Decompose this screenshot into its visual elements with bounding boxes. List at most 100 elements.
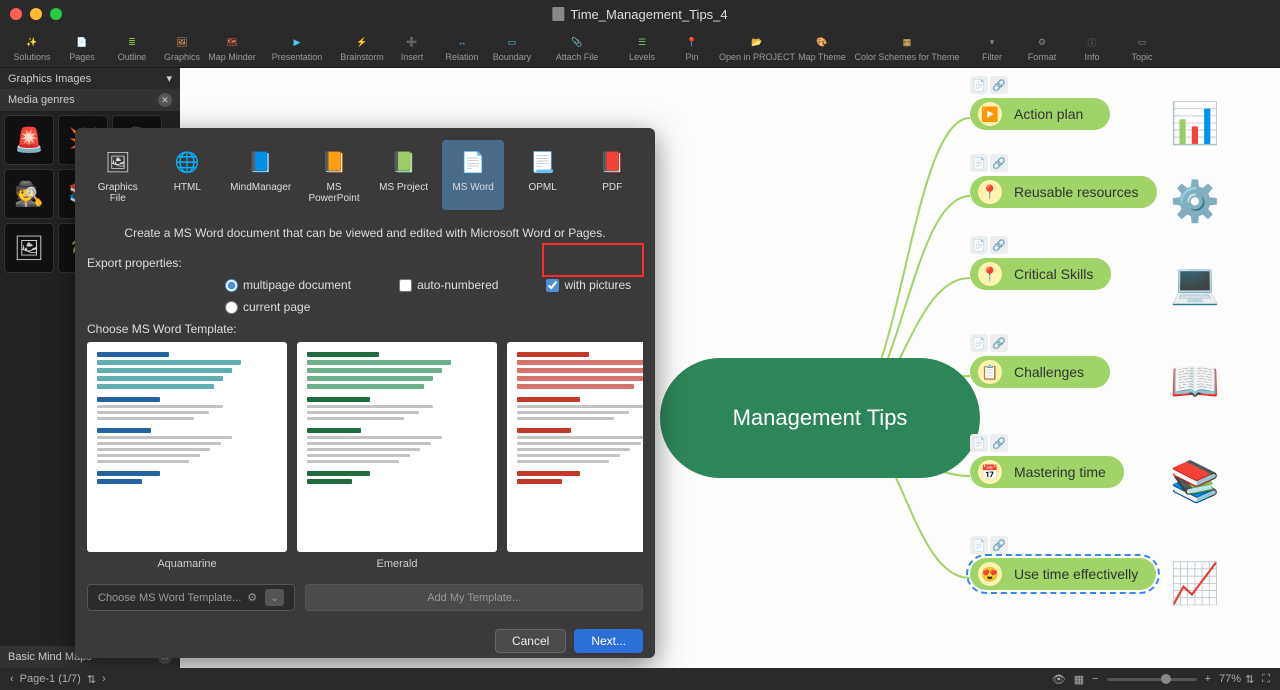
template-name: Aquamarine	[157, 552, 216, 576]
note-icon[interactable]: 📄	[970, 76, 988, 94]
toolbar-graphics[interactable]: 🖼Graphics	[158, 29, 206, 67]
next-page-button[interactable]: ›	[102, 673, 106, 685]
toolbar-open-in-project[interactable]: 📂Open in PROJECT	[718, 29, 796, 67]
toolbar-filter[interactable]: ▾Filter	[968, 29, 1016, 67]
with-pictures-label: with pictures	[564, 278, 631, 292]
multipage-label: multipage document	[243, 278, 351, 292]
titlebar: Time_Management_Tips_4	[0, 0, 1280, 28]
zoom-out-button[interactable]: −	[1092, 673, 1098, 685]
format-ms-word[interactable]: 📄MS Word	[442, 140, 504, 210]
toolbar-brainstorm[interactable]: ⚡Brainstorm	[338, 29, 386, 67]
zoom-in-button[interactable]: +	[1205, 673, 1211, 685]
branch-label: Critical Skills	[1014, 266, 1093, 282]
toolbar-boundary[interactable]: ▭Boundary	[488, 29, 536, 67]
toolbar-label: Outline	[118, 52, 147, 62]
link-icon[interactable]: 🔗	[990, 76, 1008, 94]
format-mindmanager[interactable]: 📘MindManager	[226, 140, 295, 210]
toolbar-map-minder[interactable]: 🗺Map Minder	[208, 29, 256, 67]
branch-node-use-time-effectivelly[interactable]: 📄🔗😍Use time effectivelly	[970, 558, 1156, 590]
toolbar-label: Solutions	[13, 52, 50, 62]
template-card[interactable]: Emerald	[297, 342, 497, 576]
current-page-label: current page	[243, 300, 310, 314]
toolbar-map-theme[interactable]: 🎨Map Theme	[798, 29, 846, 67]
pin-icon: 📍	[683, 33, 701, 51]
close-window-button[interactable]	[10, 8, 22, 20]
format-icon: 📃	[527, 146, 559, 178]
toolbar-color-schemes-for-theme[interactable]: ▦Color Schemes for Theme	[848, 29, 966, 67]
zoom-window-button[interactable]	[50, 8, 62, 20]
branch-label: Use time effectivelly	[1014, 566, 1138, 582]
note-icon[interactable]: 📄	[970, 154, 988, 172]
clipart-item[interactable]: 🖼	[4, 223, 54, 273]
fit-page-button[interactable]: ⛶	[1262, 673, 1270, 686]
cancel-button[interactable]: Cancel	[495, 629, 566, 653]
clipart-item[interactable]: 🚨	[4, 115, 54, 165]
with-pictures-checkbox[interactable]: with pictures	[546, 278, 631, 292]
toolbar-attach-file[interactable]: 📎Attach File	[538, 29, 616, 67]
zoom-stepper[interactable]: ⇅	[1245, 673, 1254, 686]
graphics-tab[interactable]: Graphics Images ▾	[0, 68, 180, 89]
format-icon: 📘	[245, 146, 277, 178]
link-icon[interactable]: 🔗	[990, 236, 1008, 254]
add-my-template-button[interactable]: Add My Template...	[305, 584, 643, 611]
format-label: HTML	[174, 182, 201, 193]
note-icon[interactable]: 📄	[970, 334, 988, 352]
page-stepper[interactable]: ⇅	[87, 673, 96, 686]
format-icon: ⚙	[1033, 33, 1051, 51]
toolbar-relation[interactable]: ↔Relation	[438, 29, 486, 67]
next-button[interactable]: Next...	[574, 629, 643, 653]
auto-numbered-checkbox[interactable]: auto-numbered	[399, 278, 498, 292]
toolbar-pin[interactable]: 📍Pin	[668, 29, 716, 67]
toolbar-info[interactable]: ⓘInfo	[1068, 29, 1116, 67]
zoom-value: 77%	[1219, 673, 1241, 685]
format-graphics-file[interactable]: 🖼Graphics File	[87, 140, 149, 210]
zoom-slider[interactable]	[1107, 678, 1197, 681]
toolbar-topic[interactable]: ▭Topic	[1118, 29, 1166, 67]
page-indicator[interactable]: Page-1 (1/7)	[20, 673, 81, 685]
branch-node-reusable-resources[interactable]: 📄🔗📍Reusable resources	[970, 176, 1157, 208]
center-topic[interactable]: Management Tips	[660, 358, 980, 478]
format-pdf[interactable]: 📕PDF	[581, 140, 643, 210]
note-icon[interactable]: 📄	[970, 236, 988, 254]
note-icon[interactable]: 📄	[970, 536, 988, 554]
template-thumbnail	[87, 342, 287, 552]
note-icon[interactable]: 📄	[970, 434, 988, 452]
choose-template-dropdown[interactable]: Choose MS Word Template... ⚙ ⌄	[87, 584, 295, 611]
toolbar-outline[interactable]: ≣Outline	[108, 29, 156, 67]
minimize-window-button[interactable]	[30, 8, 42, 20]
format-opml[interactable]: 📃OPML	[512, 140, 574, 210]
current-page-radio[interactable]: current page	[225, 300, 310, 314]
format-html[interactable]: 🌐HTML	[157, 140, 219, 210]
link-icon[interactable]: 🔗	[990, 334, 1008, 352]
toolbar-format[interactable]: ⚙Format	[1018, 29, 1066, 67]
choose-template-dropdown-label: Choose MS Word Template...	[98, 592, 241, 604]
toolbar-solutions[interactable]: ✨Solutions	[8, 29, 56, 67]
node-icon: 📋	[978, 360, 1002, 384]
multipage-radio[interactable]: multipage document	[225, 278, 351, 292]
format-icon: 📄	[457, 146, 489, 178]
toolbar-insert[interactable]: ➕Insert	[388, 29, 436, 67]
decorative-illustration: 📊	[1160, 88, 1230, 158]
link-icon[interactable]: 🔗	[990, 434, 1008, 452]
format-ms-powerpoint[interactable]: 📙MS PowerPoint	[303, 140, 365, 210]
brainstorm-icon: ⚡	[353, 33, 371, 51]
toolbar-pages[interactable]: 📄Pages	[58, 29, 106, 67]
branch-node-mastering-time[interactable]: 📄🔗📅Mastering time	[970, 456, 1124, 488]
branch-node-challenges[interactable]: 📄🔗📋Challenges	[970, 356, 1110, 388]
branch-node-critical-skills[interactable]: 📄🔗📍Critical Skills	[970, 258, 1111, 290]
format-ms-project[interactable]: 📗MS Project	[373, 140, 435, 210]
clipart-item[interactable]: 🕵️	[4, 169, 54, 219]
template-card[interactable]: Aquamarine	[87, 342, 287, 576]
template-card[interactable]	[507, 342, 643, 576]
link-icon[interactable]: 🔗	[990, 154, 1008, 172]
link-icon[interactable]: 🔗	[990, 536, 1008, 554]
prev-page-button[interactable]: ‹	[10, 673, 14, 685]
choose-template-label: Choose MS Word Template:	[87, 322, 643, 336]
media-genres-header[interactable]: Media genres ✕	[0, 89, 180, 111]
view-mode-icon[interactable]: 👁	[1052, 673, 1066, 686]
branch-node-action-plan[interactable]: 📄🔗▶️Action plan	[970, 98, 1110, 130]
grid-icon[interactable]: ▦	[1074, 673, 1084, 686]
toolbar-presentation[interactable]: ▶Presentation	[258, 29, 336, 67]
close-panel-icon[interactable]: ✕	[158, 93, 172, 107]
toolbar-levels[interactable]: ☰Levels	[618, 29, 666, 67]
